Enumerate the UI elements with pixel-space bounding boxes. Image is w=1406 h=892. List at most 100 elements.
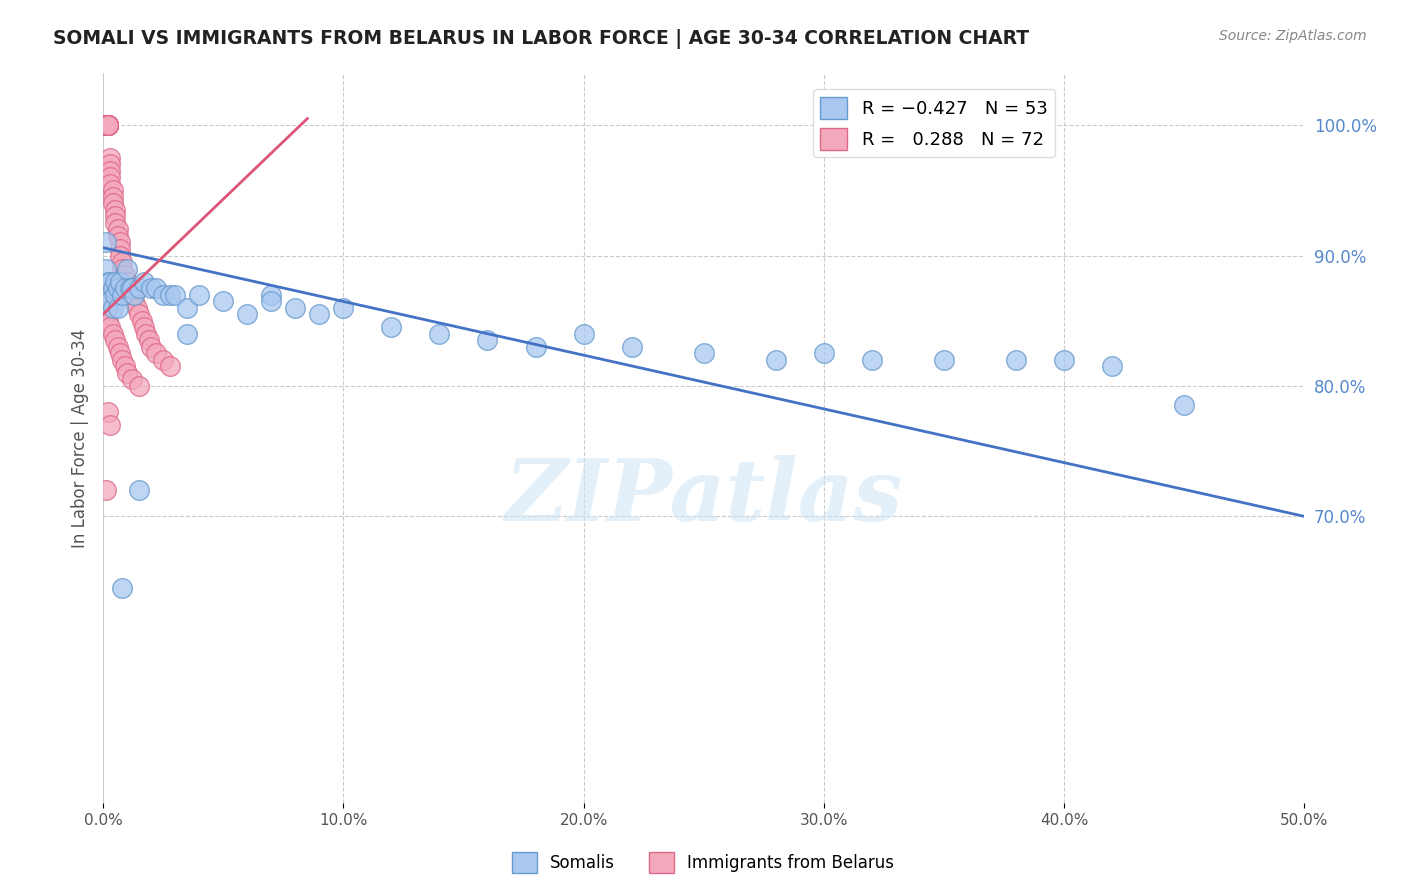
Point [101, 196, 124, 211]
Text: ZIPatlas: ZIPatlas [505, 455, 903, 538]
Point [121, 287, 143, 301]
Point [1173, 399, 1195, 413]
Point [98, 163, 121, 178]
Point [260, 287, 283, 301]
Point [94, 483, 117, 498]
Point [128, 307, 150, 321]
Point [104, 287, 127, 301]
Point [138, 334, 160, 348]
Point [159, 359, 181, 374]
Point [165, 287, 187, 301]
Point [380, 320, 402, 334]
Point [115, 275, 138, 289]
Point [97, 301, 120, 315]
Point [107, 281, 129, 295]
Point [97, 118, 120, 132]
Point [115, 366, 138, 380]
Point [101, 326, 124, 341]
Point [141, 281, 163, 295]
Point [101, 301, 124, 315]
Point [97, 118, 120, 132]
Point [94, 118, 117, 132]
Text: Source: ZipAtlas.com: Source: ZipAtlas.com [1219, 29, 1367, 43]
Point [97, 275, 120, 289]
Point [97, 281, 120, 295]
Point [125, 301, 148, 315]
Point [145, 346, 167, 360]
Point [108, 248, 131, 262]
Point [97, 118, 120, 132]
Point [97, 118, 120, 132]
Point [108, 346, 131, 360]
Text: SOMALI VS IMMIGRANTS FROM BELARUS IN LABOR FORCE | AGE 30-34 CORRELATION CHART: SOMALI VS IMMIGRANTS FROM BELARUS IN LAB… [53, 29, 1029, 48]
Point [692, 346, 714, 360]
Point [236, 307, 259, 321]
Point [94, 118, 117, 132]
Point [111, 581, 134, 595]
Point [107, 340, 129, 354]
Point [118, 281, 141, 295]
Point [131, 314, 153, 328]
Point [620, 340, 643, 354]
Point [98, 275, 121, 289]
Point [104, 216, 127, 230]
Point [94, 118, 117, 132]
Legend: R = −0.427   N = 53, R =   0.288   N = 72: R = −0.427 N = 53, R = 0.288 N = 72 [813, 89, 1054, 157]
Point [101, 287, 124, 301]
Point [284, 301, 307, 315]
Point [1005, 352, 1028, 367]
Point [101, 281, 124, 295]
Point [101, 183, 124, 197]
Point [159, 287, 181, 301]
Point [104, 334, 127, 348]
Point [1053, 352, 1076, 367]
Point [128, 483, 150, 498]
Point [124, 287, 146, 301]
Point [111, 255, 134, 269]
Point [765, 352, 787, 367]
Point [145, 281, 167, 295]
Point [260, 294, 283, 309]
Point [135, 326, 157, 341]
Point [114, 281, 136, 295]
Point [98, 294, 121, 309]
Point [98, 157, 121, 171]
Point [94, 118, 117, 132]
Point [97, 118, 120, 132]
Point [98, 287, 121, 301]
Point [94, 118, 117, 132]
Point [860, 352, 883, 367]
Point [176, 301, 198, 315]
Point [176, 326, 198, 341]
Point [114, 268, 136, 282]
Point [98, 294, 121, 309]
Point [97, 118, 120, 132]
Point [107, 301, 129, 315]
Point [429, 326, 451, 341]
Point [308, 307, 330, 321]
Point [108, 242, 131, 256]
Point [332, 301, 354, 315]
Point [107, 229, 129, 244]
Point [97, 118, 120, 132]
Point [132, 275, 155, 289]
Point [477, 334, 499, 348]
Point [104, 275, 127, 289]
Point [128, 379, 150, 393]
Point [118, 281, 141, 295]
Point [101, 190, 124, 204]
Point [97, 118, 120, 132]
Point [98, 170, 121, 185]
Point [132, 320, 155, 334]
Point [124, 294, 146, 309]
Point [98, 418, 121, 433]
Point [128, 281, 150, 295]
Point [94, 118, 117, 132]
Point [813, 346, 835, 360]
Point [107, 222, 129, 236]
Point [94, 118, 117, 132]
Point [94, 261, 117, 276]
Point [111, 287, 134, 301]
Point [212, 294, 235, 309]
Point [97, 314, 120, 328]
